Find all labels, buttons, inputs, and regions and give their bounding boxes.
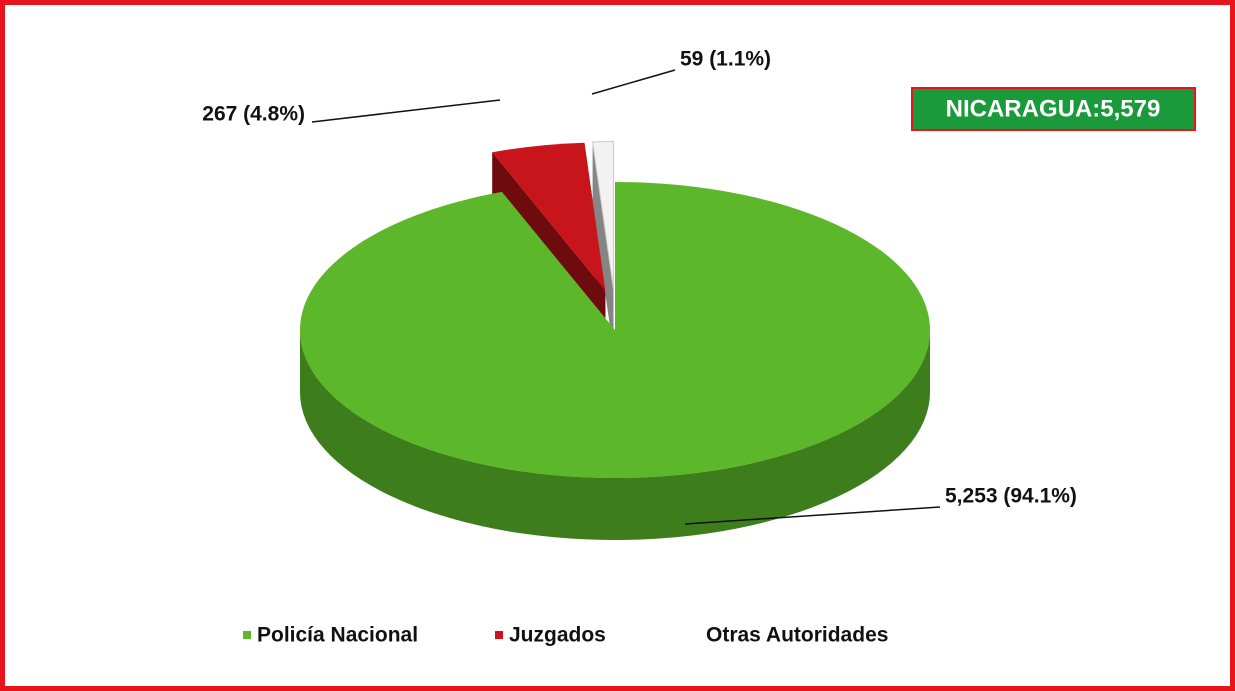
data-label: 267 (4.8%) [202,103,305,126]
slice [492,142,606,291]
leader-line [684,506,941,525]
slice-side-shade [300,330,930,540]
slice-cut [592,141,614,352]
legend-marker [495,631,503,639]
data-label: 5,253 (94.1%) [945,485,1077,508]
slice [592,141,615,290]
leader-line [591,69,676,95]
annotation-box [911,87,1196,131]
legend-label: Policía Nacional [257,624,418,647]
legend-label: Otras Autoridades [706,624,888,647]
data-label: 59 (1.1%) [680,48,771,71]
legend-label: Juzgados [509,624,606,647]
leader-line [311,99,501,123]
legend-marker [243,631,251,639]
slice-side [300,330,930,540]
annotation: NICARAGUA:5,579 [946,95,1161,122]
legend-marker [692,631,700,639]
slice [300,182,931,479]
slice-cut-shade [592,141,614,352]
